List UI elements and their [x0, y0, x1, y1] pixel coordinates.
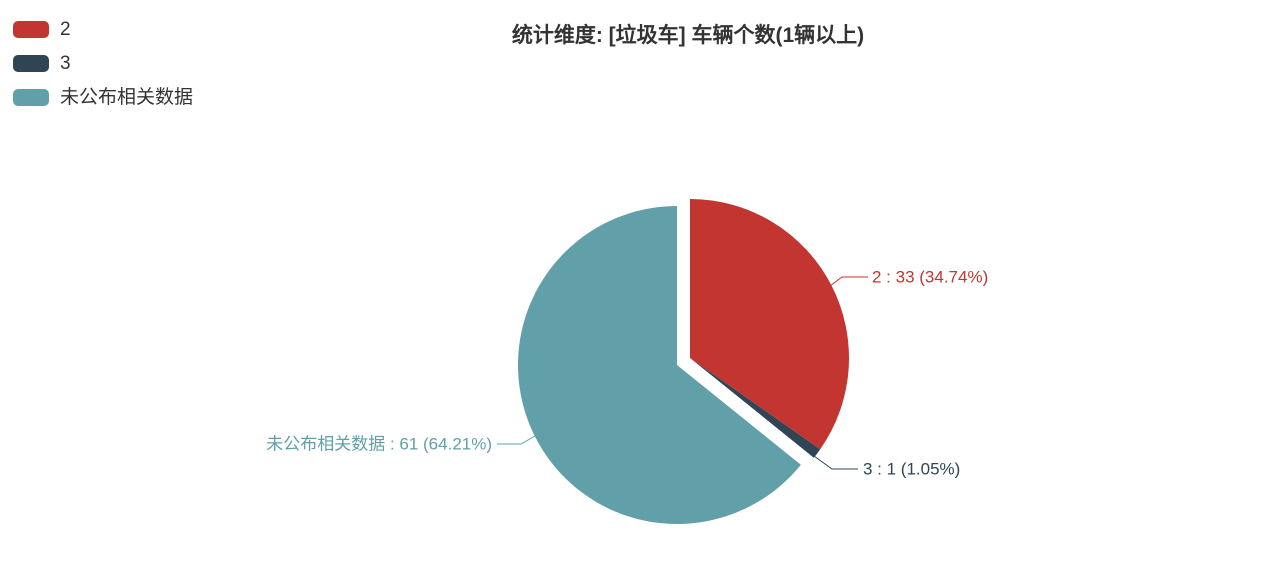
- legend-marker-icon: [13, 89, 49, 106]
- legend-item-2[interactable]: 2: [13, 19, 193, 40]
- legend-item-undisclosed[interactable]: 未公布相关数据: [13, 87, 194, 108]
- slice-label-3: 3 : 1 (1.05%): [863, 460, 960, 479]
- slice-label-2: 2 : 33 (34.74%): [872, 268, 988, 287]
- legend: 2 3 未公布相关数据: [13, 19, 194, 123]
- legend-item-label: 2: [60, 19, 71, 40]
- slice-label-未公布相关数据: 未公布相关数据 : 61 (64.21%): [266, 435, 492, 454]
- legend-item-3[interactable]: 3: [13, 53, 193, 74]
- chart-title: 统计维度: [垃圾车] 车辆个数(1辆以上): [511, 24, 865, 47]
- label-line-3: [813, 455, 858, 470]
- pie-slice-3[interactable]: [690, 358, 821, 458]
- legend-marker-icon: [13, 21, 49, 38]
- label-line-2: [829, 276, 868, 287]
- legend-item-label: 未公布相关数据: [60, 87, 194, 108]
- legend-marker-icon: [13, 55, 49, 72]
- label-line-未公布相关数据: [497, 435, 536, 445]
- pie-slice-未公布相关数据[interactable]: [517, 206, 801, 524]
- legend-item-label: 3: [60, 53, 71, 74]
- pie-slice-2[interactable]: [690, 199, 849, 450]
